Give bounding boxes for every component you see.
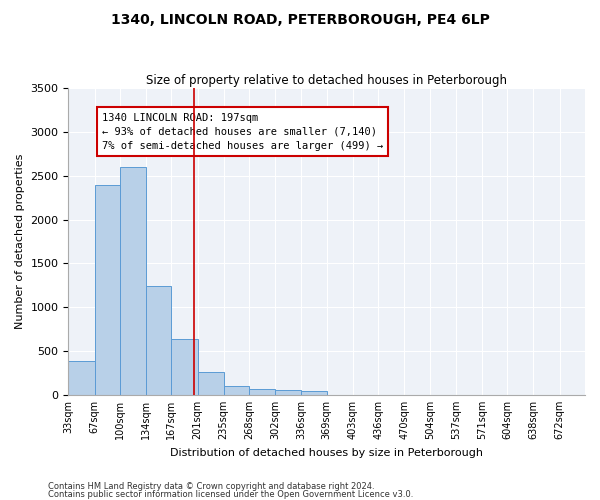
Text: 1340, LINCOLN ROAD, PETERBOROUGH, PE4 6LP: 1340, LINCOLN ROAD, PETERBOROUGH, PE4 6L…: [110, 12, 490, 26]
Bar: [301, 391, 327, 395]
Text: Contains HM Land Registry data © Crown copyright and database right 2024.: Contains HM Land Registry data © Crown c…: [48, 482, 374, 491]
Bar: [95, 184, 120, 395]
Bar: [249, 389, 275, 395]
Text: Contains public sector information licensed under the Open Government Licence v3: Contains public sector information licen…: [48, 490, 413, 499]
Bar: [120, 167, 146, 395]
Y-axis label: Number of detached properties: Number of detached properties: [15, 154, 25, 329]
Bar: [146, 286, 172, 395]
Text: 1340 LINCOLN ROAD: 197sqm
← 93% of detached houses are smaller (7,140)
7% of sem: 1340 LINCOLN ROAD: 197sqm ← 93% of detac…: [102, 112, 383, 150]
Bar: [68, 360, 95, 395]
Title: Size of property relative to detached houses in Peterborough: Size of property relative to detached ho…: [146, 74, 507, 87]
Bar: [275, 390, 301, 395]
X-axis label: Distribution of detached houses by size in Peterborough: Distribution of detached houses by size …: [170, 448, 483, 458]
Bar: [224, 386, 249, 395]
Bar: [197, 372, 224, 395]
Bar: [172, 339, 197, 395]
